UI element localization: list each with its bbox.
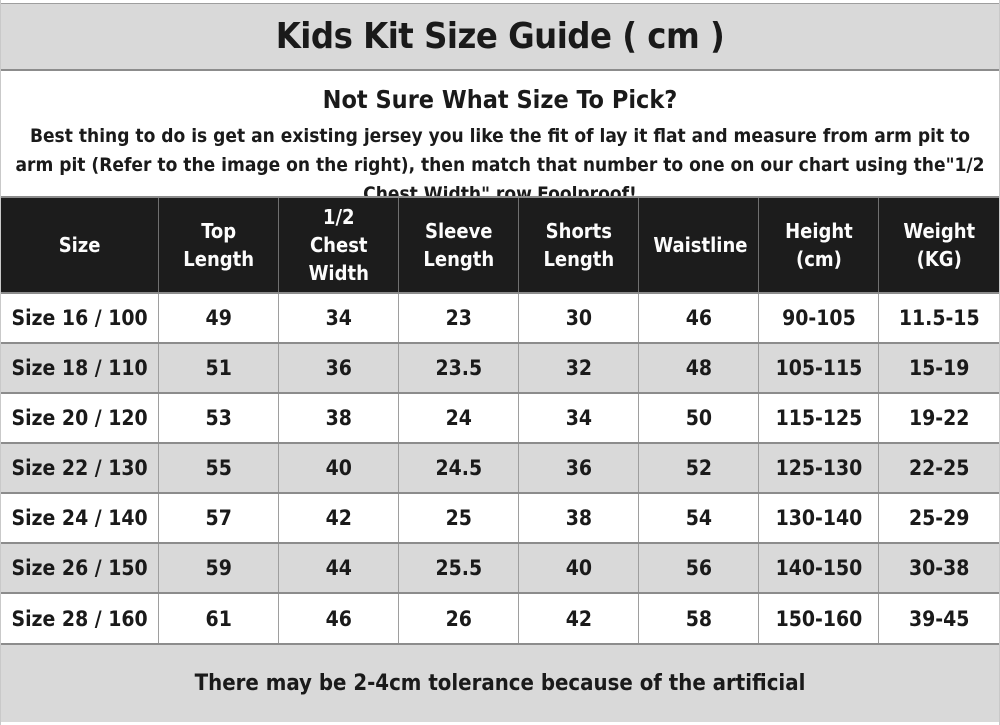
top-length-cell: 61: [158, 592, 279, 643]
size-cell: Size 24 / 140: [1, 492, 159, 543]
shorts-length-cell: 40: [518, 542, 639, 593]
size-cell: Size 16 / 100: [1, 292, 159, 343]
table-row-size-20-120: Size 20 / 120 53 38 24 34 50 115-125 19-…: [1, 392, 999, 443]
sleeve-length-cell: 25.5: [398, 542, 519, 593]
weight-cell: 19-22: [878, 392, 999, 443]
waistline-cell: 56: [638, 542, 759, 593]
waistline-cell: 50: [638, 392, 759, 443]
size-cell: Size 18 / 110: [1, 342, 159, 393]
half-chest-cell: 38: [278, 392, 399, 443]
column-header-size: Size: [1, 196, 159, 293]
shorts-length-cell: 42: [518, 592, 639, 643]
half-chest-cell: 46: [278, 592, 399, 643]
half-chest-cell: 44: [278, 542, 399, 593]
shorts-length-cell: 30: [518, 292, 639, 343]
sleeve-length-cell: 23: [398, 292, 519, 343]
waistline-cell: 52: [638, 442, 759, 493]
sleeve-length-cell: 24.5: [398, 442, 519, 493]
table-row-size-24-140: Size 24 / 140 57 42 25 38 54 130-140 25-…: [1, 492, 999, 543]
size-guide-table: Size Top Length 1/2 Chest Width Sleeve L…: [1, 196, 999, 643]
page-title: Kids Kit Size Guide ( cm ): [1, 3, 999, 71]
height-cell: 140-150: [758, 542, 879, 593]
column-header-height: Height (cm): [758, 196, 879, 293]
top-length-cell: 59: [158, 542, 279, 593]
waistline-cell: 46: [638, 292, 759, 343]
size-cell: Size 22 / 130: [1, 442, 159, 493]
shorts-length-cell: 36: [518, 442, 639, 493]
waistline-cell: 54: [638, 492, 759, 543]
height-cell: 115-125: [758, 392, 879, 443]
sleeve-length-cell: 26: [398, 592, 519, 643]
size-cell: Size 20 / 120: [1, 392, 159, 443]
weight-cell: 22-25: [878, 442, 999, 493]
height-cell: 90-105: [758, 292, 879, 343]
sleeve-length-cell: 23.5: [398, 342, 519, 393]
column-header-sleeve-length: Sleeve Length: [398, 196, 519, 293]
height-cell: 105-115: [758, 342, 879, 393]
sleeve-length-cell: 25: [398, 492, 519, 543]
sleeve-length-cell: 24: [398, 392, 519, 443]
table-row-size-18-110: Size 18 / 110 51 36 23.5 32 48 105-115 1…: [1, 342, 999, 393]
column-header-top-length: Top Length: [158, 196, 279, 293]
weight-cell: 39-45: [878, 592, 999, 643]
half-chest-cell: 42: [278, 492, 399, 543]
half-chest-cell: 34: [278, 292, 399, 343]
weight-cell: 15-19: [878, 342, 999, 393]
top-length-cell: 53: [158, 392, 279, 443]
shorts-length-cell: 38: [518, 492, 639, 543]
size-cell: Size 28 / 160: [1, 592, 159, 643]
waistline-cell: 58: [638, 592, 759, 643]
weight-cell: 25-29: [878, 492, 999, 543]
shorts-length-cell: 34: [518, 392, 639, 443]
top-length-cell: 49: [158, 292, 279, 343]
column-header-shorts-length: Shorts Length: [518, 196, 639, 293]
table-header-row: Size Top Length 1/2 Chest Width Sleeve L…: [1, 196, 999, 293]
column-header-weight: Weight (KG): [878, 196, 999, 293]
height-cell: 150-160: [758, 592, 879, 643]
table-row-size-26-150: Size 26 / 150 59 44 25.5 40 56 140-150 3…: [1, 542, 999, 593]
table-row-size-22-130: Size 22 / 130 55 40 24.5 36 52 125-130 2…: [1, 442, 999, 493]
top-length-cell: 55: [158, 442, 279, 493]
half-chest-cell: 36: [278, 342, 399, 393]
size-cell: Size 26 / 150: [1, 542, 159, 593]
column-header-half-chest-width: 1/2 Chest Width: [278, 196, 399, 293]
column-header-waistline: Waistline: [638, 196, 759, 293]
top-length-cell: 51: [158, 342, 279, 393]
intro-section: Not Sure What Size To Pick? Best thing t…: [1, 71, 999, 196]
waistline-cell: 48: [638, 342, 759, 393]
weight-cell: 30-38: [878, 542, 999, 593]
half-chest-cell: 40: [278, 442, 399, 493]
tolerance-note: There may be 2-4cm tolerance because of …: [1, 643, 999, 722]
intro-body: Best thing to do is get an existing jers…: [15, 125, 985, 196]
table-row-size-16-100: Size 16 / 100 49 34 23 30 46 90-105 11.5…: [1, 292, 999, 343]
table-row-size-28-160: Size 28 / 160 61 46 26 42 58 150-160 39-…: [1, 592, 999, 643]
intro-heading: Not Sure What Size To Pick?: [322, 85, 678, 114]
weight-cell: 11.5-15: [878, 292, 999, 343]
height-cell: 125-130: [758, 442, 879, 493]
height-cell: 130-140: [758, 492, 879, 543]
top-length-cell: 57: [158, 492, 279, 543]
shorts-length-cell: 32: [518, 342, 639, 393]
